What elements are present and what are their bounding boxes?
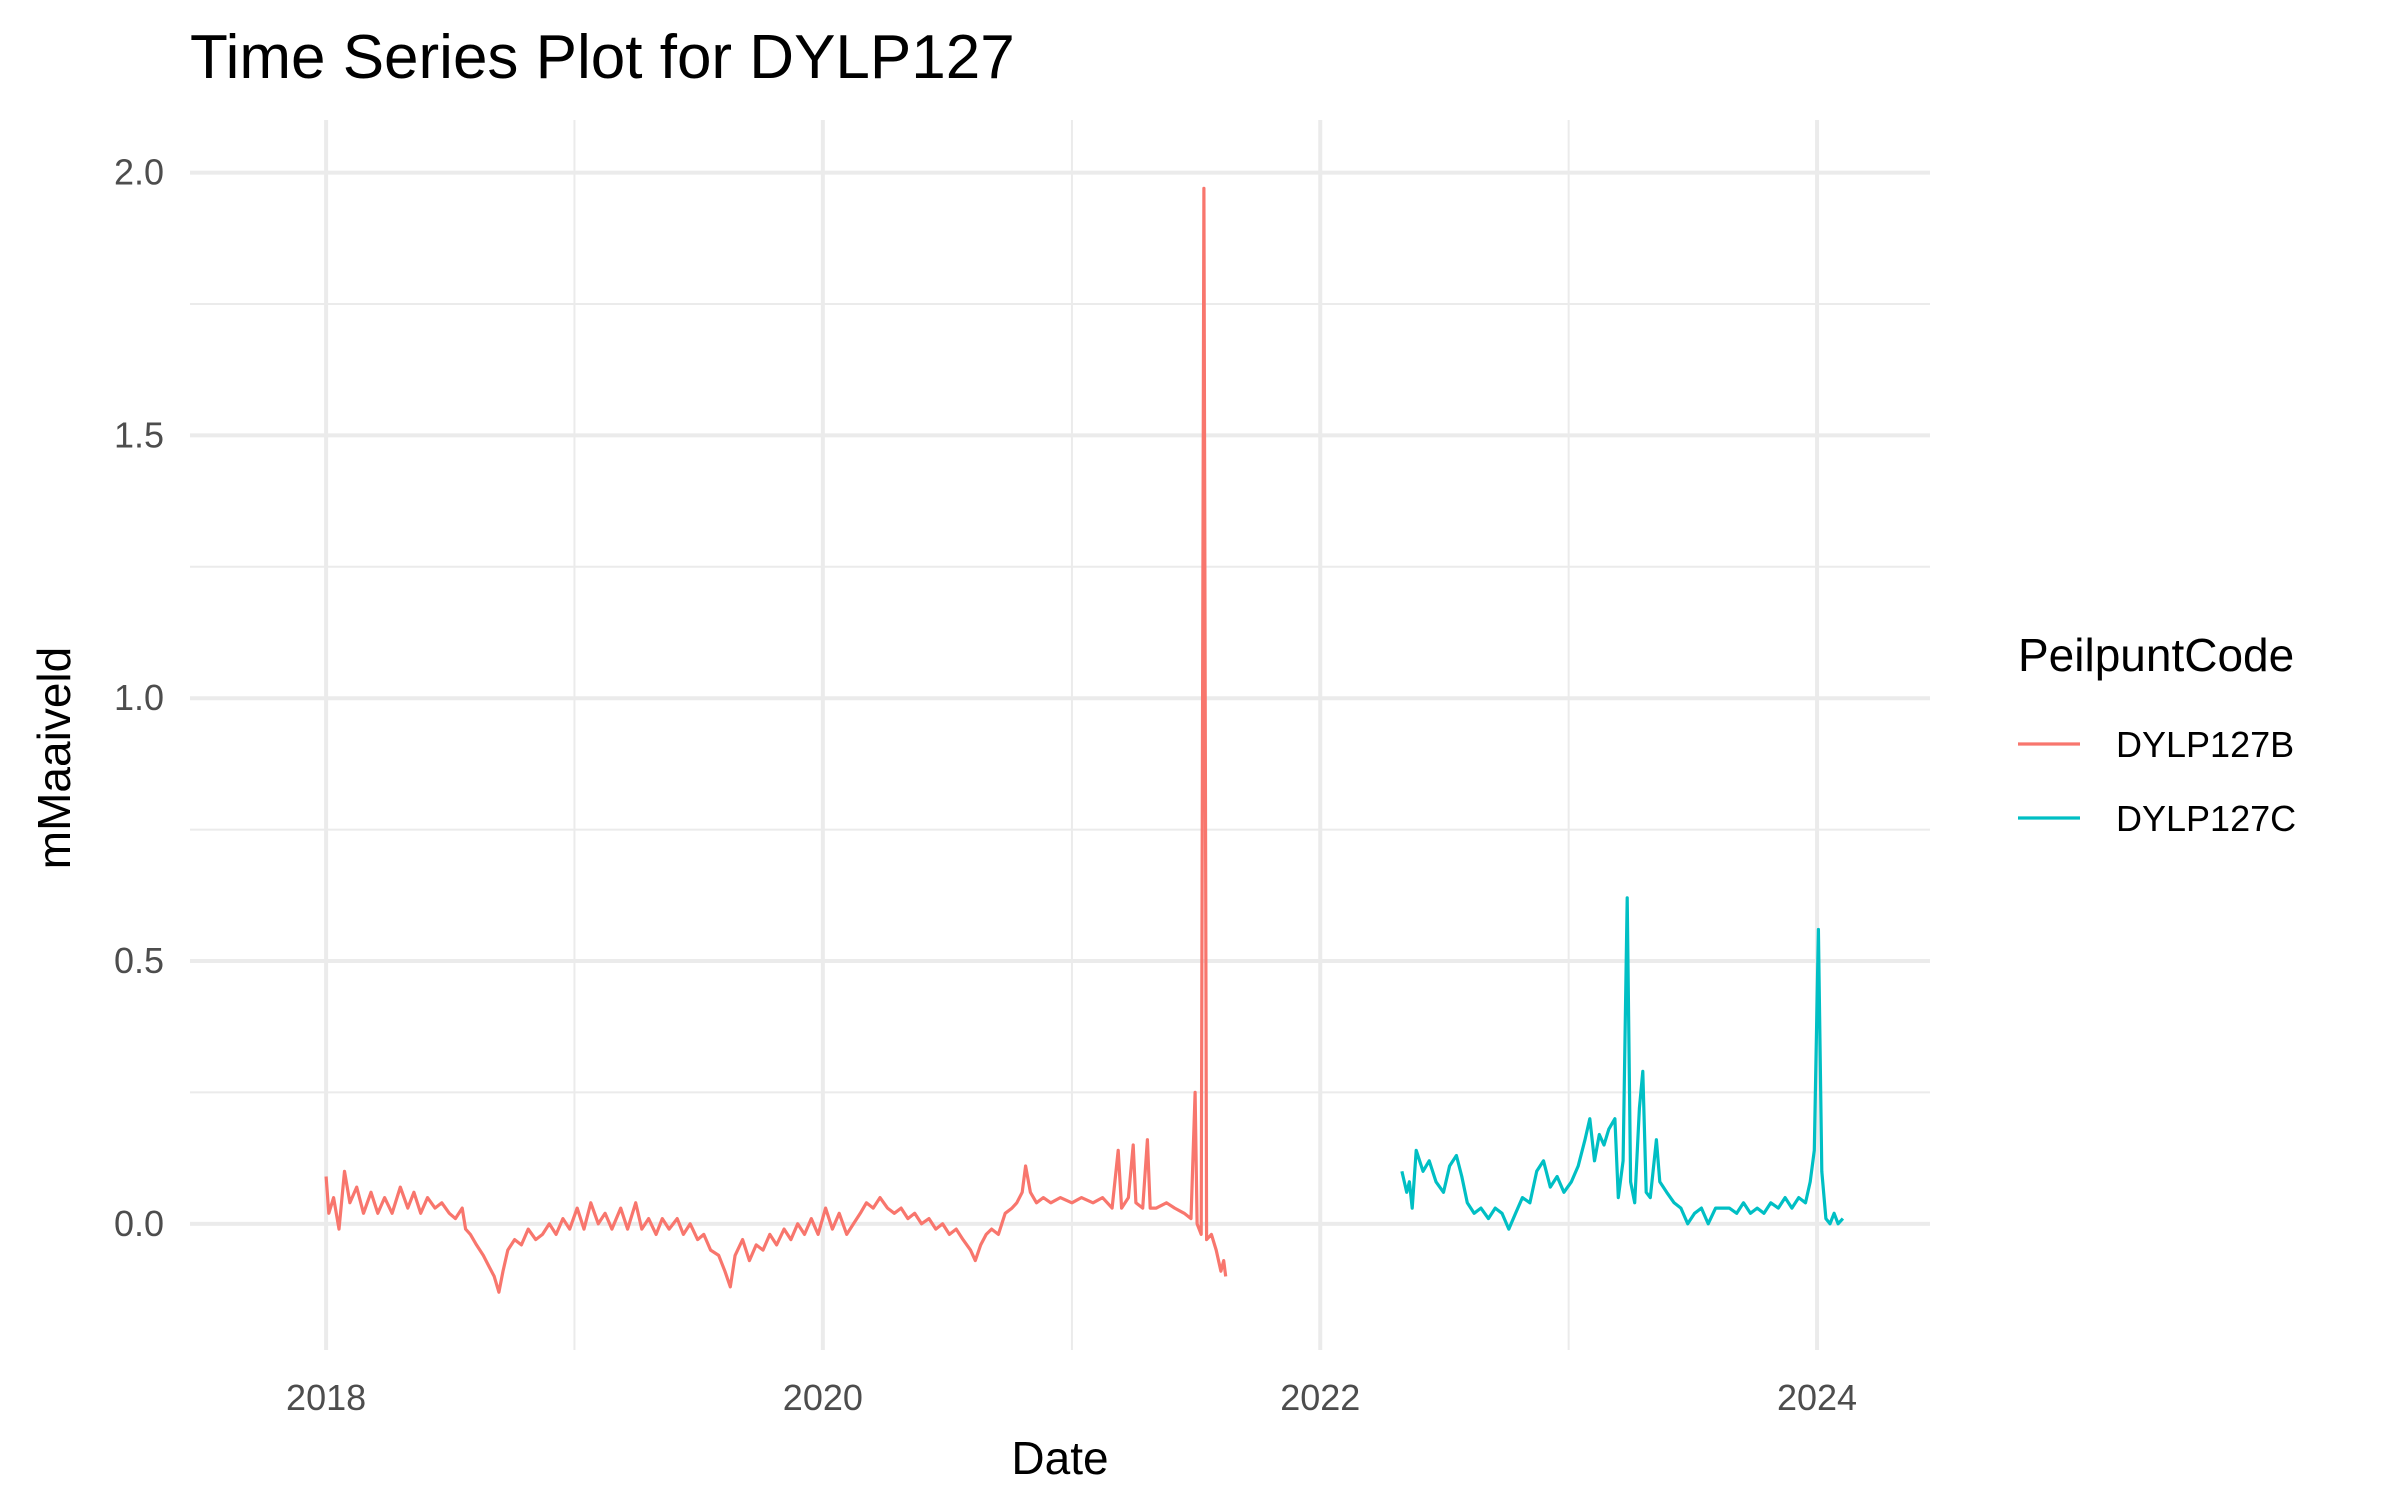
y-axis-title: mMaaiveld <box>28 647 80 869</box>
series-layer <box>324 186 1845 1294</box>
chart-title: Time Series Plot for DYLP127 <box>190 23 1015 92</box>
x-tick-label: 2018 <box>286 1377 366 1418</box>
legend-title: PeilpuntCode <box>2018 629 2294 681</box>
series-line-dylp127c <box>1400 896 1845 1231</box>
grid-layer <box>190 120 1930 1350</box>
y-tick-label: 2.0 <box>114 152 164 193</box>
legend-label-dylp127b: DYLP127B <box>2116 724 2294 765</box>
legend-items: DYLP127B DYLP127C <box>2018 724 2296 839</box>
x-axis-title: Date <box>1011 1432 1108 1484</box>
y-tick-label: 0.5 <box>114 940 164 981</box>
y-tick-label: 1.0 <box>114 677 164 718</box>
x-tick-label: 2020 <box>783 1377 863 1418</box>
x-tick-label: 2022 <box>1280 1377 1360 1418</box>
tick-layer: 0.0 0.5 1.0 1.5 2.0 2018 2020 2022 2024 <box>114 152 1857 1418</box>
legend: PeilpuntCode DYLP127B DYLP127C <box>2018 629 2296 839</box>
y-tick-label: 1.5 <box>114 414 164 455</box>
legend-label-dylp127c: DYLP127C <box>2116 798 2296 839</box>
series-line-dylp127b <box>324 186 1228 1294</box>
y-tick-label: 0.0 <box>114 1203 164 1244</box>
x-tick-label: 2024 <box>1777 1377 1857 1418</box>
